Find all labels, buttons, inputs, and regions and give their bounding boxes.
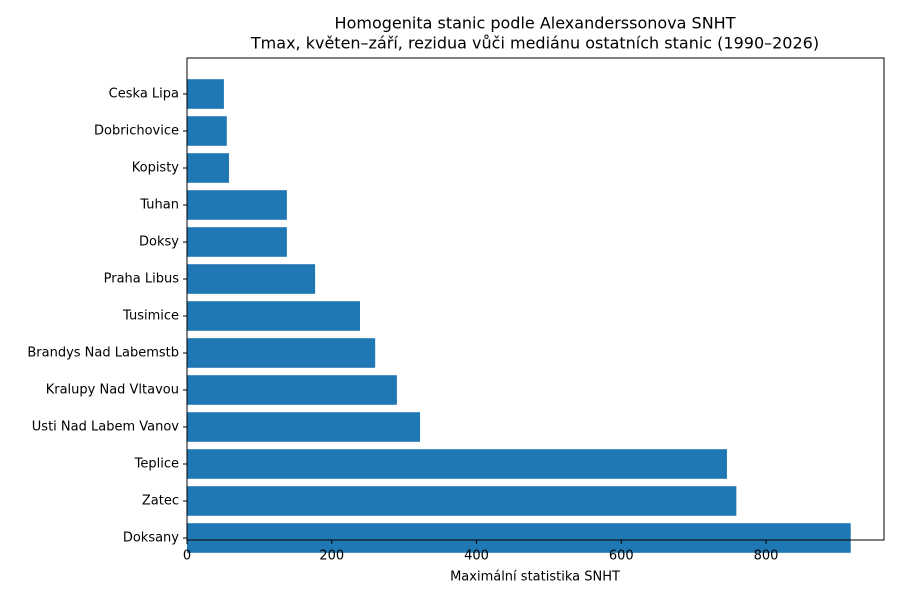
bar <box>187 449 727 479</box>
y-tick-label: Zatec <box>142 494 179 509</box>
bar <box>187 412 421 442</box>
bar <box>187 375 397 405</box>
bar <box>187 116 227 146</box>
y-tick-label: Tusimice <box>122 309 179 324</box>
bar <box>187 79 224 109</box>
bar <box>187 486 737 516</box>
bar <box>187 190 287 220</box>
bar <box>187 153 229 183</box>
y-tick-label: Usti Nad Labem Vanov <box>32 420 180 435</box>
y-tick-label: Praha Libus <box>104 272 180 287</box>
x-tick-label: 800 <box>754 549 779 564</box>
bar <box>187 523 851 553</box>
y-tick-label: Kopisty <box>132 161 180 176</box>
chart-subtitle: Tmax, květen–září, rezidua vůči mediánu … <box>250 34 819 53</box>
chart-title: Homogenita stanic podle Alexanderssonova… <box>335 14 736 33</box>
y-tick-label: Tuhan <box>139 198 179 213</box>
y-tick-label: Brandys Nad Labemstb <box>27 346 179 361</box>
x-tick-label: 600 <box>609 549 634 564</box>
y-tick-label: Doksany <box>123 531 179 546</box>
plot-frame <box>186 57 885 541</box>
x-tick-label: 400 <box>464 549 489 564</box>
x-axis-label: Maximální statistika SNHT <box>450 570 620 585</box>
bar <box>187 264 316 294</box>
y-tick-label: Ceska Lipa <box>109 87 179 102</box>
y-tick-label: Kralupy Nad Vltavou <box>46 383 179 398</box>
bar <box>187 227 287 257</box>
y-tick-label: Dobrichovice <box>94 124 179 139</box>
bar <box>187 301 360 331</box>
x-tick-label: 200 <box>319 549 344 564</box>
y-tick-label: Teplice <box>134 457 179 472</box>
bar <box>187 338 376 368</box>
x-tick-label: 0 <box>183 549 191 564</box>
y-tick-label: Doksy <box>139 235 179 250</box>
